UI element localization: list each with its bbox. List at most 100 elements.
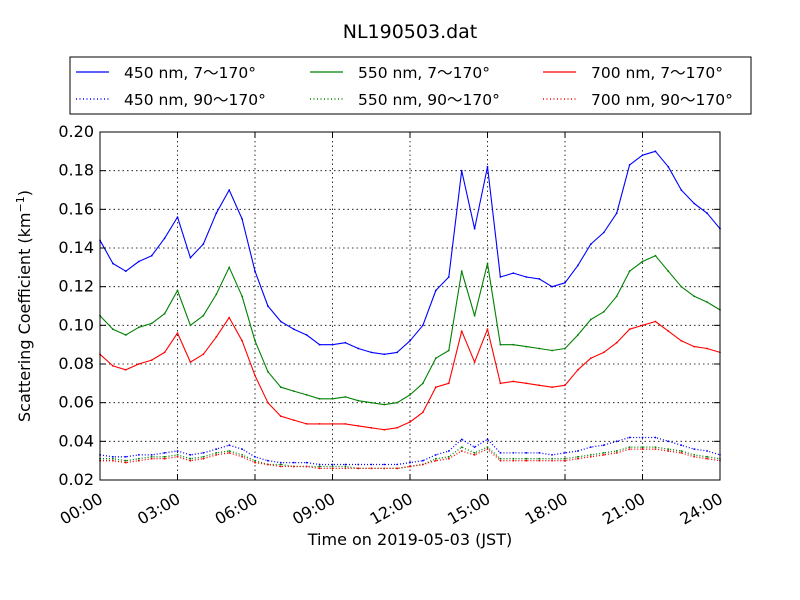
data-point	[370, 401, 373, 404]
data-point	[499, 452, 502, 454]
data-point	[396, 401, 398, 404]
y-tick-label: 0.10	[58, 315, 94, 334]
data-point	[409, 421, 411, 423]
legend-label: 550 nm, 90～170°	[358, 91, 500, 109]
data-point	[292, 328, 295, 331]
data-point	[434, 459, 437, 462]
data-point	[706, 212, 708, 215]
data-point	[383, 353, 386, 356]
data-point	[357, 425, 360, 427]
data-point	[228, 266, 231, 269]
data-point	[215, 454, 218, 456]
data-point	[163, 452, 166, 454]
data-point	[409, 461, 411, 464]
data-point	[680, 452, 683, 454]
data-point	[628, 270, 631, 273]
data-point	[176, 216, 179, 219]
data-point	[241, 218, 244, 220]
legend-entries: 450 nm, 7～170° 450 nm, 90～170° 550 nm, 7～1…	[76, 64, 733, 109]
data-point	[279, 415, 282, 418]
data-point	[124, 368, 127, 371]
data-point	[512, 343, 515, 346]
data-point	[525, 459, 528, 462]
legend-entry: 700 nm, 90～170°	[543, 91, 733, 109]
data-point	[137, 363, 140, 365]
data-point	[370, 463, 373, 466]
data-point	[124, 459, 127, 462]
data-point	[267, 459, 269, 462]
data-point	[383, 403, 386, 406]
data-point	[202, 314, 205, 317]
data-point	[667, 270, 670, 273]
data-point	[150, 254, 153, 257]
data-point	[486, 328, 489, 331]
data-point	[460, 330, 463, 332]
data-point	[473, 446, 476, 448]
data-point	[305, 394, 308, 396]
data-point	[137, 326, 140, 329]
data-point	[112, 365, 114, 367]
data-point	[292, 461, 295, 464]
data-point	[370, 351, 373, 354]
data-point	[538, 347, 541, 350]
data-point	[124, 334, 127, 336]
data-point	[254, 461, 256, 464]
data-point	[680, 450, 683, 452]
y-tick-label: 0.04	[58, 431, 94, 450]
data-point	[241, 339, 244, 342]
y-tick-label: 0.06	[58, 393, 94, 412]
data-point	[344, 423, 347, 425]
data-point	[267, 463, 269, 466]
data-point	[202, 457, 205, 460]
legend-entry: 700 nm, 7～170°	[543, 64, 723, 82]
data-point	[396, 463, 398, 466]
legend-entry: 550 nm, 90～170°	[310, 91, 500, 109]
data-point	[434, 386, 437, 389]
data-point	[422, 411, 424, 414]
data-point	[331, 463, 334, 466]
data-point	[525, 452, 528, 454]
data-point	[422, 463, 424, 466]
data-point	[667, 448, 670, 450]
legend-label: 450 nm, 90～170°	[124, 91, 266, 109]
data-point	[422, 382, 424, 385]
data-point	[318, 465, 321, 468]
data-point	[150, 457, 153, 460]
data-point	[215, 293, 218, 296]
legend-entry: 450 nm, 7～170°	[76, 64, 256, 82]
data-point	[422, 324, 424, 327]
data-point	[370, 467, 373, 470]
data-point	[589, 455, 592, 458]
data-point	[344, 465, 347, 468]
data-point	[396, 351, 398, 354]
data-point	[589, 446, 592, 448]
y-axis-title-close: )	[15, 190, 34, 196]
legend-label: 450 nm, 7～170°	[124, 64, 256, 82]
y-axis-title-main: Scattering Coefficient (km	[15, 212, 34, 422]
data-point	[641, 154, 644, 157]
data-point	[124, 461, 127, 464]
data-point	[241, 454, 244, 456]
data-point	[241, 455, 244, 458]
data-point	[577, 334, 579, 336]
data-point	[667, 165, 670, 168]
data-point	[693, 455, 696, 458]
data-point	[254, 270, 256, 273]
data-point	[615, 440, 618, 443]
data-point	[344, 467, 347, 470]
data-point	[706, 450, 708, 452]
data-point	[112, 459, 114, 462]
data-point	[564, 281, 566, 284]
data-point	[344, 341, 347, 344]
data-point	[615, 450, 618, 452]
y-tick-label: 0.08	[58, 354, 94, 373]
data-point	[228, 450, 231, 452]
data-point	[279, 463, 282, 466]
data-point	[434, 457, 437, 460]
data-point	[641, 436, 644, 439]
data-point	[654, 436, 657, 439]
data-point	[473, 452, 476, 454]
data-point	[512, 272, 515, 274]
data-point	[254, 459, 256, 462]
